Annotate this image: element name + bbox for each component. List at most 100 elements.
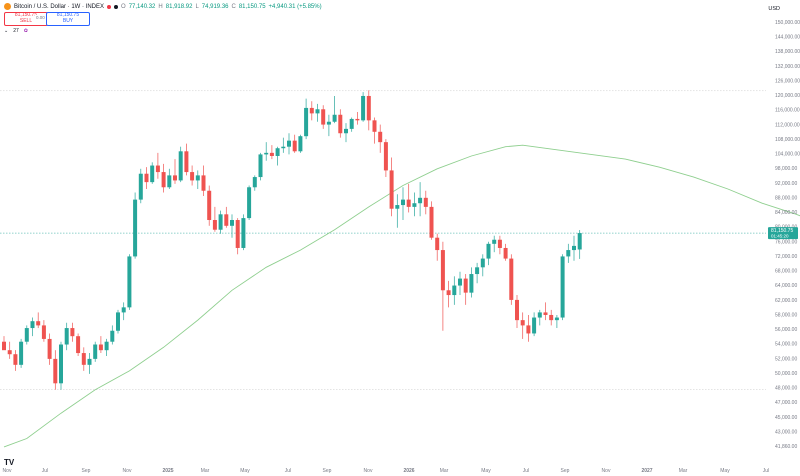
candle-body: [76, 336, 81, 354]
x-tick-label: Mar: [440, 468, 449, 474]
candle-body: [87, 358, 92, 365]
candle: [195, 170, 200, 190]
chevron-down-icon[interactable]: ⌄: [4, 28, 9, 34]
candle: [36, 312, 41, 329]
candle-body: [418, 197, 423, 204]
time-axis: Nov Jul Sep Nov 2025 Mar May Jul Sep Nov 2026 Mar Ma…: [3, 468, 770, 474]
candle-body: [361, 95, 366, 121]
high-label: H: [158, 3, 163, 10]
x-tick-label: Jul: [763, 468, 769, 474]
candle: [218, 210, 223, 234]
y-tick-label: 43,000.00: [775, 429, 797, 435]
candle: [53, 350, 58, 390]
candle: [492, 235, 497, 253]
candle: [212, 206, 217, 232]
y-tick-label: 132,000.00: [775, 64, 800, 70]
buy-label: BUY: [62, 17, 74, 24]
x-tick-label: Nov: [602, 468, 611, 474]
currency-label[interactable]: USD: [768, 6, 780, 12]
candle: [395, 194, 400, 228]
candle: [13, 350, 18, 371]
candle-body: [201, 175, 206, 191]
candle: [292, 134, 297, 153]
candle-body: [173, 175, 177, 181]
candle: [503, 243, 508, 261]
candle-body: [572, 245, 576, 251]
candle: [372, 117, 377, 144]
tradingview-logo[interactable]: TV: [4, 458, 15, 467]
x-tick-label: May: [481, 468, 491, 474]
candle-body: [492, 239, 497, 244]
candle-body: [133, 199, 138, 257]
candle: [258, 152, 263, 181]
candle: [24, 325, 29, 345]
candle: [298, 134, 303, 153]
y-tick-label: 150,000.00: [775, 20, 800, 26]
candle: [87, 353, 92, 374]
candle-body: [509, 258, 514, 300]
candle-body: [47, 338, 52, 359]
candle-body: [429, 206, 434, 238]
candle: [304, 98, 309, 140]
settings-icon[interactable]: ✿: [23, 28, 28, 34]
y-tick-label: 62,000.00: [775, 298, 797, 304]
x-tick-label: Nov: [364, 468, 373, 474]
indicator-count[interactable]: 27: [13, 28, 19, 34]
candle-body: [469, 274, 474, 293]
candle: [19, 338, 24, 368]
candle-body: [247, 187, 252, 219]
candle-body: [264, 152, 269, 155]
candle-body: [435, 237, 440, 251]
candle-body: [70, 328, 75, 337]
buy-price: 81,150.75: [56, 12, 80, 18]
candle: [81, 347, 86, 371]
candle-body: [98, 344, 103, 351]
candle: [235, 218, 240, 255]
candle-body: [127, 256, 132, 308]
candle-body: [321, 109, 326, 125]
candle-body: [326, 121, 331, 125]
candle-body: [30, 321, 35, 329]
close-value: 81,150.75: [238, 3, 266, 10]
buy-button[interactable]: 81,150.75 BUY: [46, 12, 90, 26]
candle-body: [526, 325, 531, 334]
candle: [526, 314, 531, 342]
candle-body: [24, 328, 29, 342]
candle: [133, 192, 138, 259]
candle-body: [446, 290, 451, 296]
candle: [127, 254, 132, 310]
candle: [509, 254, 514, 305]
y-tick-label: 104,000.00: [775, 152, 800, 158]
x-tick-label: Sep: [323, 468, 332, 474]
y-tick-label: 72,000.00: [775, 254, 797, 260]
open-label: O: [121, 3, 126, 10]
candle: [326, 114, 331, 137]
candle: [64, 322, 69, 351]
indicator-bar: ⌄ 27 ✿: [4, 28, 28, 34]
candle: [572, 235, 576, 261]
candle: [47, 333, 52, 365]
candle-body: [309, 107, 314, 114]
data-status-icon: [114, 4, 119, 9]
candle-body: [150, 165, 155, 183]
symbol-title[interactable]: Bitcoin / U.S. Dollar · 1W · INDEX: [14, 3, 105, 10]
candle-body: [480, 258, 485, 268]
close-label: C: [231, 3, 236, 10]
candle-body: [224, 214, 229, 226]
candle: [104, 338, 109, 356]
candle-body: [59, 344, 63, 384]
y-tick-label: 92,000.00: [775, 181, 797, 187]
price-tag-value: 81,150.75: [771, 228, 793, 234]
candle: [121, 302, 126, 321]
candle-body: [338, 114, 343, 134]
candle-body: [520, 320, 525, 326]
candle-body: [423, 197, 428, 207]
candle-body: [116, 312, 120, 331]
candle: [458, 271, 462, 296]
candle-body: [167, 175, 172, 188]
candle-body: [195, 175, 200, 181]
candle: [344, 123, 348, 143]
candle: [287, 133, 291, 155]
